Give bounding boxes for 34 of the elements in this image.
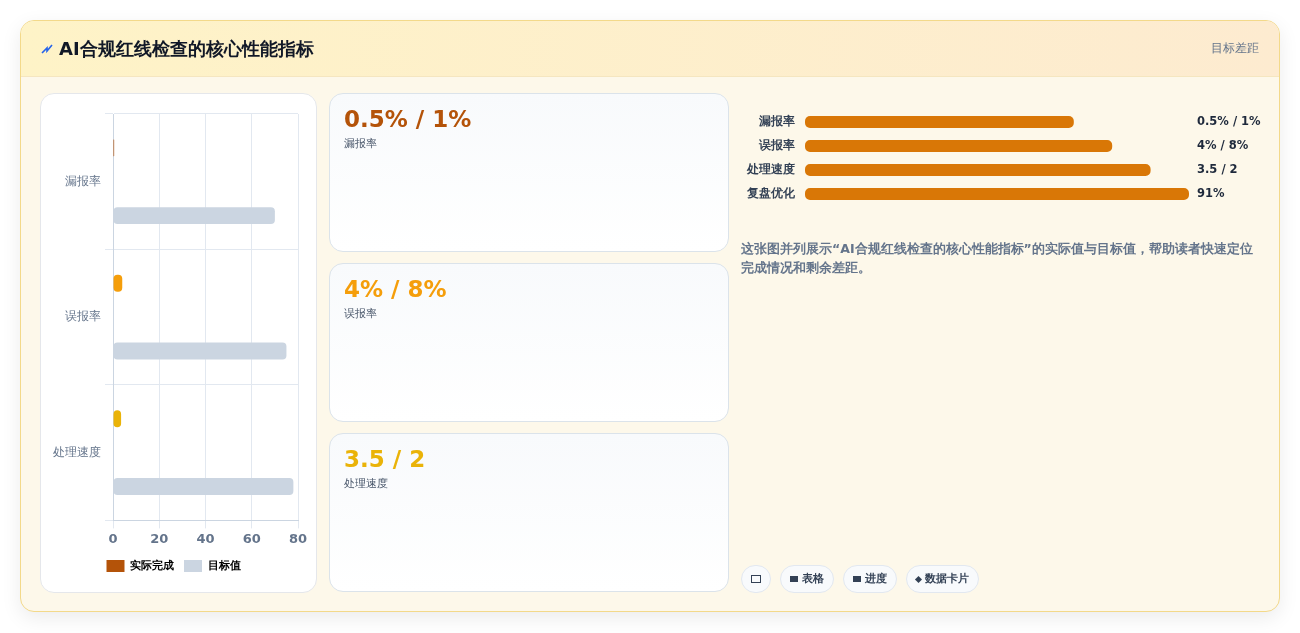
- text: 这张图并列展示“AI合规红线检查的核心性能指标”的实际值与目标值，帮助读者快速定位完成情况和剩余差距。: [741, 240, 1254, 277]
- legend-label: 目标值: [207, 558, 241, 572]
- category-label: 漏报率: [344, 136, 378, 151]
- bar: [805, 115, 1074, 128]
- y-tick-label: 处理速度: [53, 444, 101, 459]
- chart-title: AI合规红线检查的核心性能指标: [59, 36, 314, 61]
- text: 0.5% / 1%: [1197, 113, 1262, 128]
- legend-label: 实际完成: [130, 558, 174, 572]
- bar: [805, 139, 1113, 152]
- text: 3.5 / 2: [1197, 162, 1238, 177]
- x-tick-label: 0: [108, 530, 118, 546]
- text: 进度: [865, 572, 887, 586]
- y-tick-label: 处理速度: [746, 162, 795, 177]
- x-tick-label: 40: [196, 530, 215, 546]
- text: 91%: [1197, 186, 1225, 201]
- x-tick-label: 60: [242, 530, 261, 546]
- text: 数据卡片: [925, 572, 969, 586]
- y-tick-label: 漏报率: [758, 113, 795, 128]
- text: 目标差距: [1211, 40, 1259, 57]
- y-tick-label: 误报率: [758, 137, 795, 152]
- category-label: 误报率: [344, 306, 378, 321]
- y-tick-label: 复盘优化: [746, 186, 796, 201]
- text: 0.5% / 1%: [344, 106, 472, 132]
- bar: [805, 188, 1189, 201]
- x-tick-label: 80: [288, 530, 308, 546]
- y-tick-label: 误报率: [65, 309, 101, 324]
- y-tick-label: 漏报率: [65, 173, 101, 188]
- bar: [805, 164, 1151, 177]
- category-label: 处理速度: [344, 476, 389, 491]
- text: 4% / 8%: [1197, 137, 1249, 152]
- text: 表格: [802, 572, 824, 586]
- text: 4% / 8%: [344, 276, 447, 302]
- x-tick-label: 20: [150, 530, 169, 546]
- text: 3.5 / 2: [344, 446, 426, 472]
